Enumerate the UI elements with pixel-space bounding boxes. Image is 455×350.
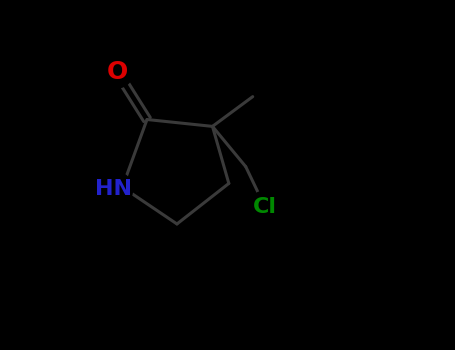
Text: HN: HN [95,179,132,199]
Text: Cl: Cl [253,197,277,217]
Text: O: O [106,60,128,84]
